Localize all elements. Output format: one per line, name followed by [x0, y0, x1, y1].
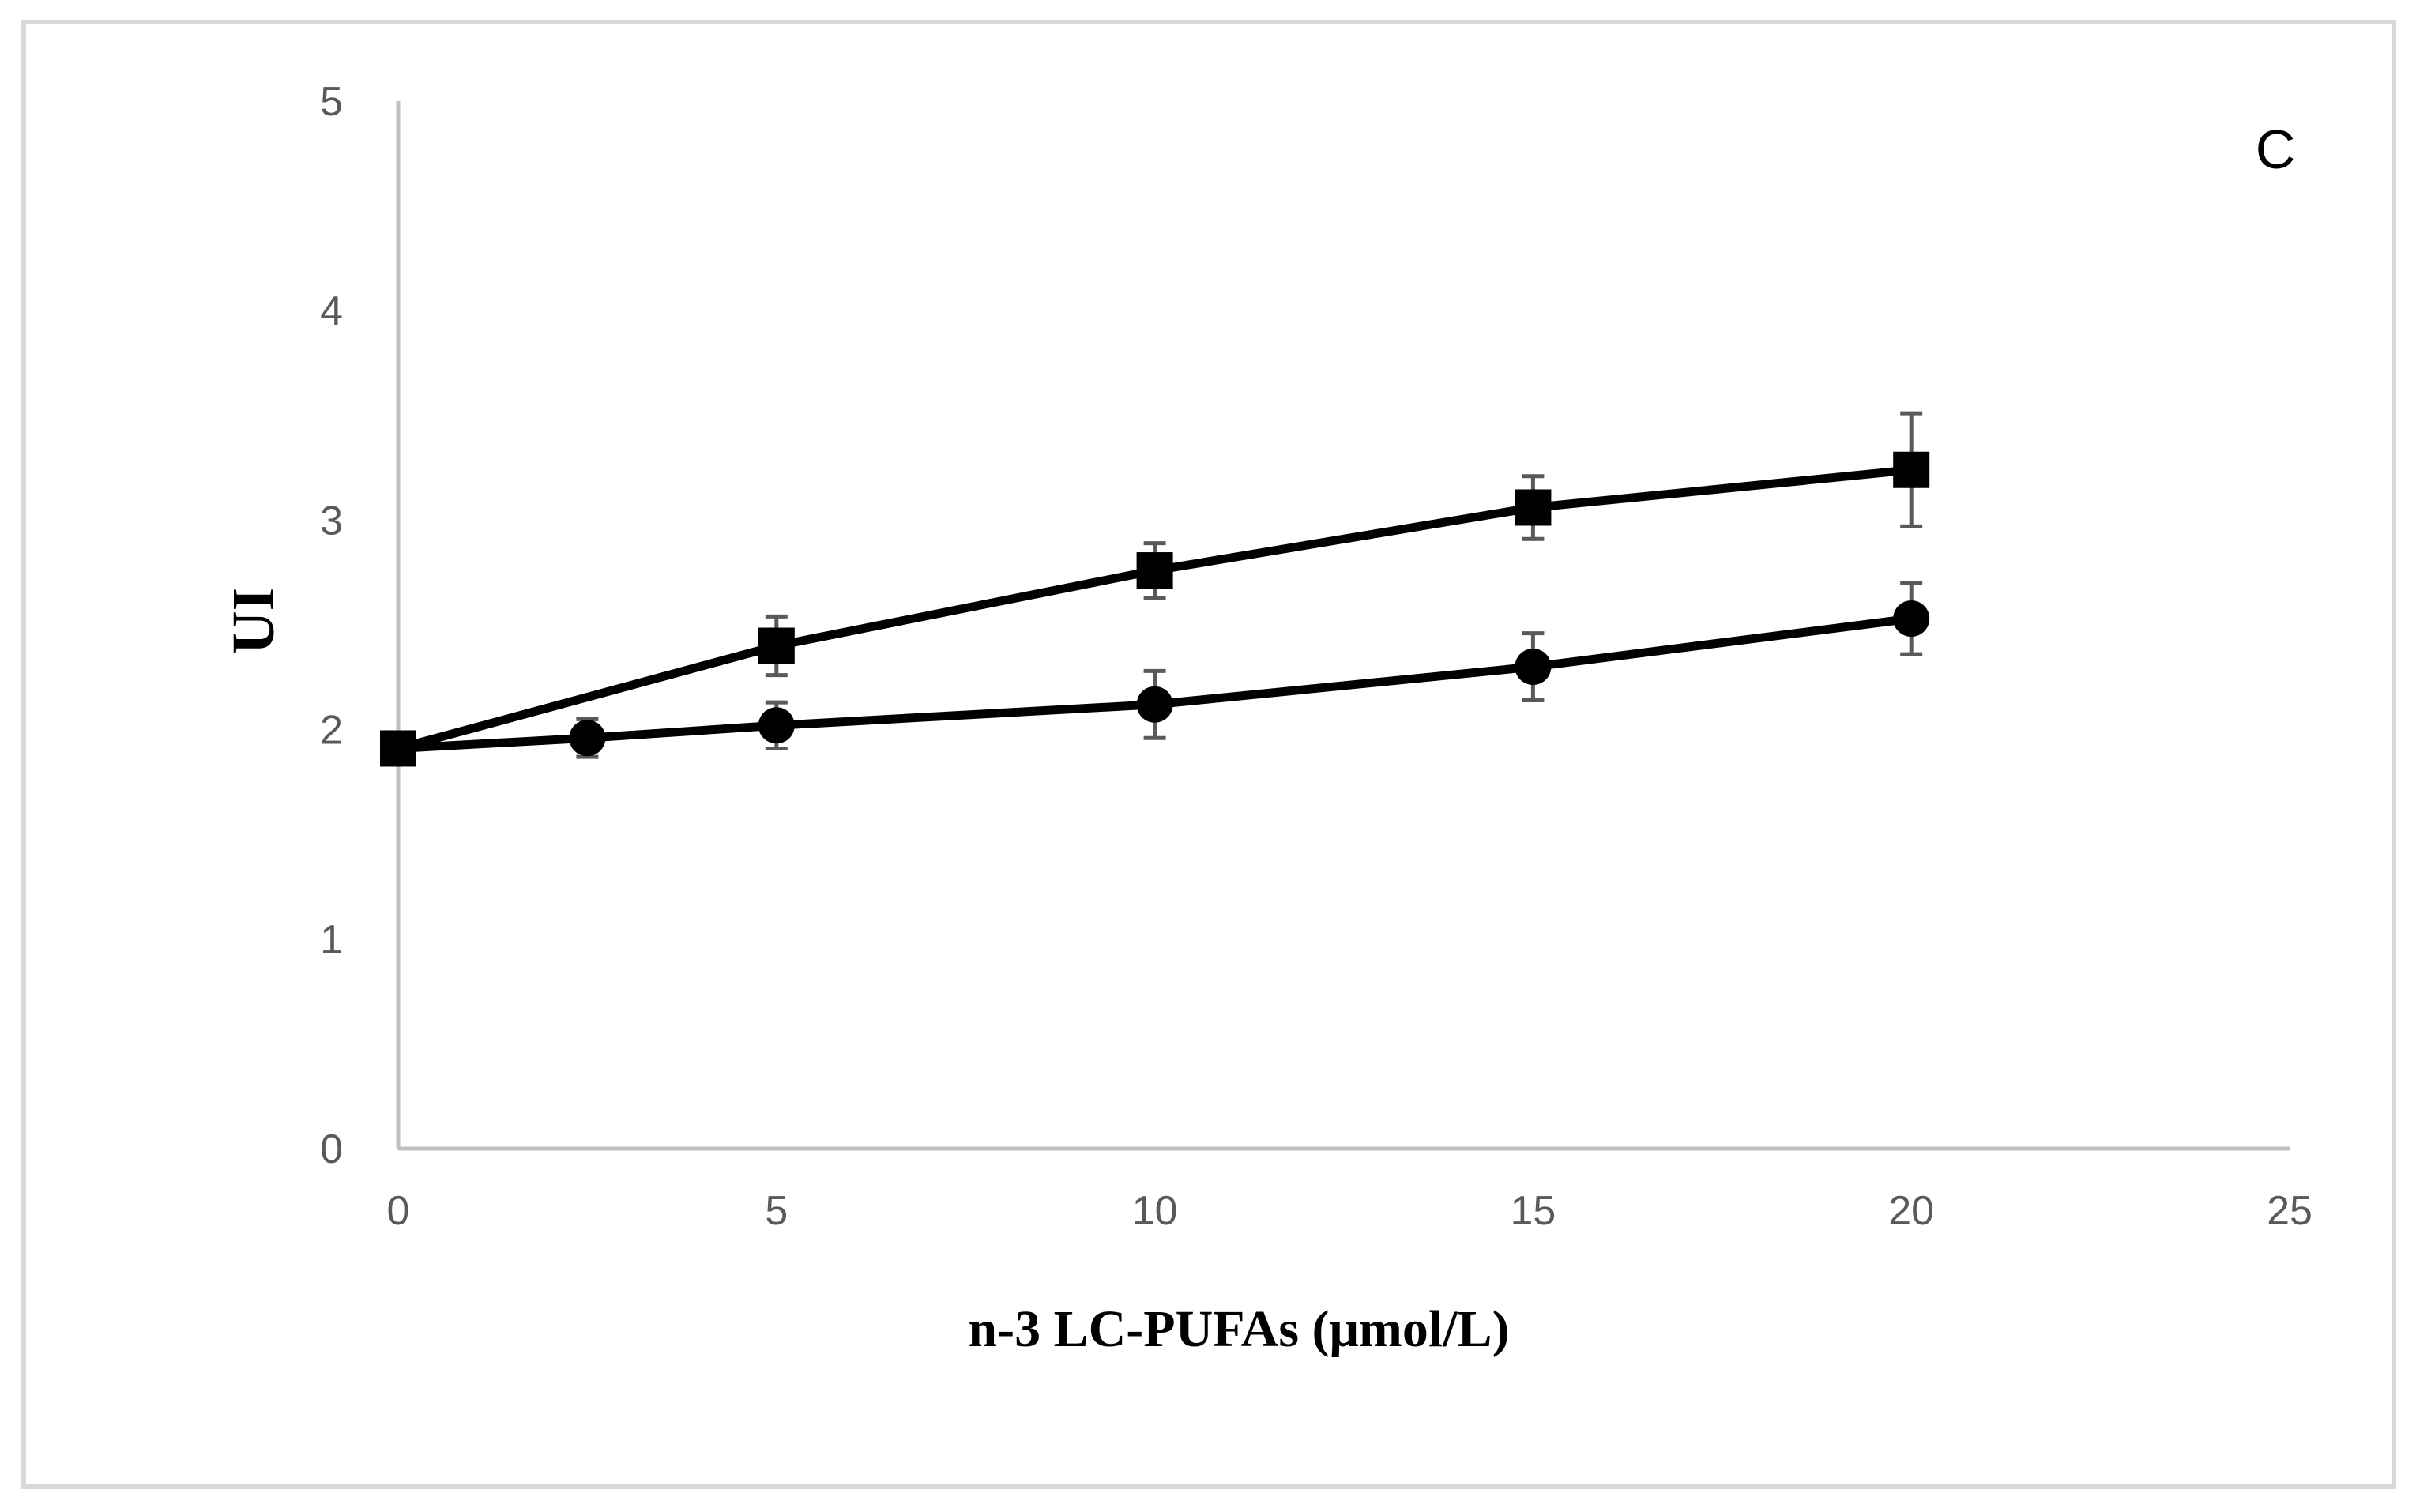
y-axis-title: UI — [220, 588, 287, 654]
y-tick-label: 2 — [320, 708, 343, 754]
circle-marker — [569, 720, 606, 757]
series-markers — [380, 451, 1930, 767]
y-tick-label: 5 — [320, 79, 343, 125]
x-tick-label: 15 — [1510, 1188, 1556, 1234]
circle-marker — [1515, 649, 1552, 686]
x-tick-label: 20 — [1888, 1188, 1934, 1234]
x-axis-title: n-3 LC-PUFAs (μmol/L) — [968, 1300, 1509, 1358]
y-tick-label: 4 — [320, 288, 343, 334]
tick-labels: 0 5 10 15 20 25 0 1 2 3 4 5 — [320, 79, 2313, 1234]
chart-frame — [21, 20, 2396, 1489]
square-marker — [1893, 451, 1930, 488]
x-tick-label: 5 — [765, 1188, 788, 1234]
x-tick-label: 25 — [2267, 1188, 2313, 1234]
square-marker — [1515, 489, 1552, 526]
y-tick-label: 1 — [320, 917, 343, 963]
square-marker — [1136, 552, 1173, 589]
axes — [396, 101, 2290, 1151]
y-tick-label: 3 — [320, 498, 343, 543]
circle-marker — [380, 730, 416, 767]
y-tick-label: 0 — [320, 1126, 343, 1172]
x-tick-label: 0 — [387, 1188, 410, 1234]
circle-marker — [1136, 686, 1173, 723]
circle-marker — [1893, 600, 1930, 638]
panel-label: C — [2256, 118, 2296, 180]
circle-series-line — [397, 614, 1912, 753]
x-tick-label: 10 — [1132, 1188, 1178, 1234]
square-marker — [758, 627, 795, 664]
circle-marker — [758, 707, 795, 744]
